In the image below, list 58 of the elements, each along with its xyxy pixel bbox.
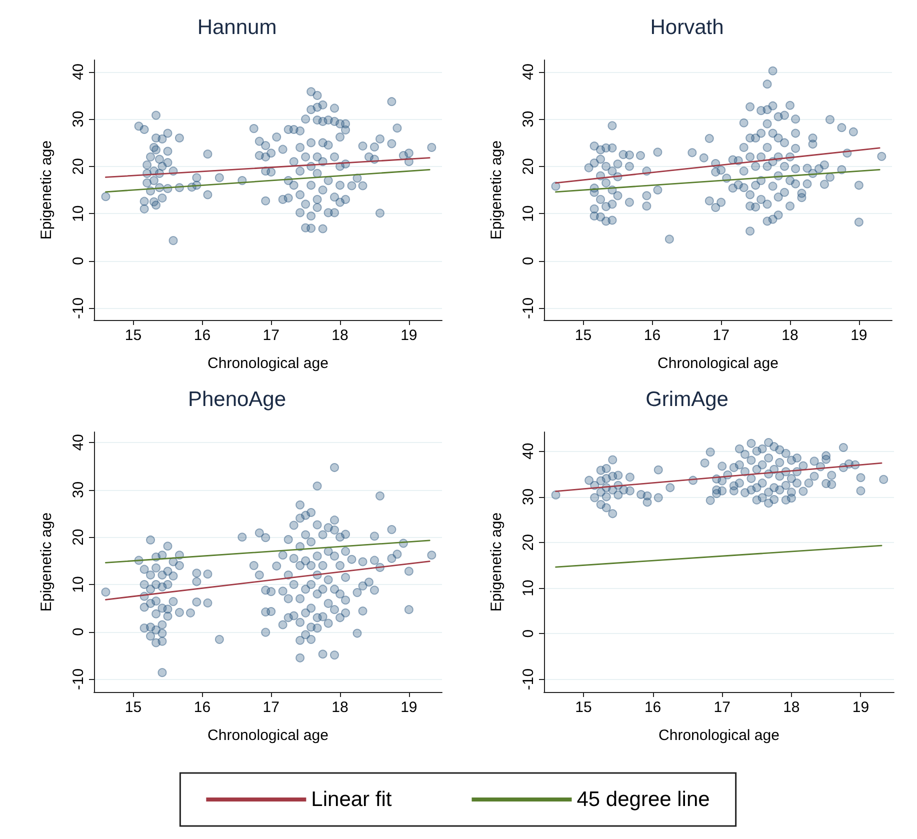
x-tick-label: 16	[194, 699, 211, 716]
x-tick-label: 18	[783, 699, 800, 716]
x-tick-label: 19	[852, 699, 870, 716]
y-tick-label: 30	[70, 481, 87, 498]
x-tick-label: 17	[714, 699, 730, 716]
y-tick-label: -10	[520, 297, 537, 320]
y-tick-label: 30	[520, 110, 537, 128]
y-tick-label: 10	[70, 205, 87, 222]
x-tick-label: 19	[400, 327, 418, 344]
x-tick-label: 18	[782, 327, 798, 344]
x-tick-label: 18	[332, 327, 348, 344]
x-tick-label: 16	[644, 327, 661, 344]
x-tick-label: 16	[644, 699, 662, 716]
x-tick-label: 16	[194, 327, 211, 344]
y-tick-label: 40	[520, 442, 537, 460]
x-tick-label: 19	[850, 327, 868, 344]
x-tick-label: 17	[262, 327, 280, 344]
x-axis-title: Chronological age	[208, 727, 328, 744]
y-tick-label: 0	[70, 628, 87, 636]
y-tick-label: 10	[520, 580, 537, 596]
y-tick-label: 30	[70, 110, 87, 128]
y-axis-title: Epigenetic age	[488, 140, 505, 240]
x-tick-label: 15	[574, 327, 592, 344]
x-tick-label: 19	[400, 699, 418, 716]
x-axis-title: Chronological age	[658, 355, 778, 372]
y-tick-label: 40	[70, 63, 87, 80]
x-tick-label: 15	[575, 699, 592, 716]
x-tick-label: 18	[332, 699, 348, 716]
y-tick-label: 20	[70, 528, 87, 546]
y-tick-label: 30	[520, 488, 537, 506]
x-tick-label: 15	[124, 327, 142, 344]
chart-title: Hannum	[197, 16, 277, 39]
x-tick-label: 15	[124, 699, 142, 716]
chart-title: Horvath	[650, 16, 724, 39]
y-tick-label: 0	[520, 256, 537, 266]
x-tick-label: 17	[712, 327, 730, 344]
y-axis-title: Epigenetic age	[38, 512, 55, 612]
legend-label: 45 degree line	[576, 788, 710, 811]
chart-title: PhenoAge	[188, 388, 286, 411]
y-axis-title: Epigenetic age	[38, 140, 55, 240]
y-tick-label: 0	[520, 629, 537, 638]
y-tick-label: 10	[70, 576, 87, 593]
y-axis-title: Epigenetic age	[488, 512, 505, 612]
y-tick-label: 20	[520, 534, 537, 551]
y-tick-label: -10	[70, 668, 87, 690]
y-tick-label: 40	[70, 434, 87, 451]
y-tick-label: -10	[70, 297, 87, 320]
chart-title: GrimAge	[646, 388, 728, 411]
x-axis-title: Chronological age	[658, 727, 780, 744]
y-tick-label: -10	[520, 668, 537, 690]
x-axis-title: Chronological age	[208, 355, 328, 372]
y-tick-label: 40	[520, 63, 537, 80]
legend-label: Linear fit	[311, 788, 392, 811]
y-tick-label: 20	[70, 158, 87, 175]
y-tick-label: 0	[70, 256, 87, 266]
y-tick-label: 20	[520, 158, 537, 175]
x-tick-label: 17	[262, 699, 280, 716]
y-tick-label: 10	[520, 205, 537, 222]
